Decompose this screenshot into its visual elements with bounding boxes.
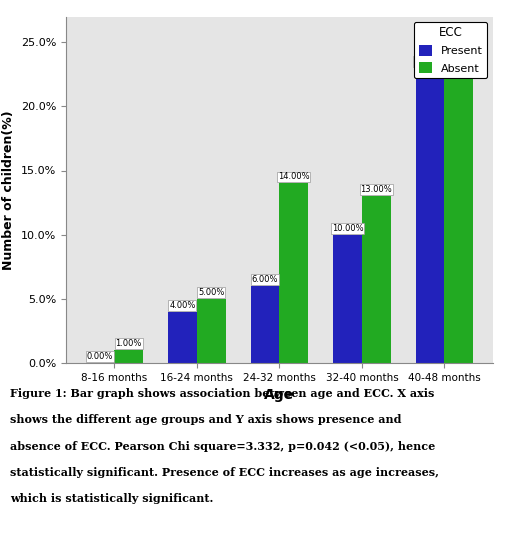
Bar (333, 235, 362, 363)
Bar (168, 312, 197, 363)
Text: 10.00%: 10.00% (332, 224, 363, 233)
Text: 4.00%: 4.00% (169, 301, 196, 310)
Bar (250, 286, 279, 363)
Bar (416, 68, 444, 363)
Text: 6.00%: 6.00% (251, 275, 278, 284)
X-axis label: Age: Age (264, 388, 295, 402)
Bar (197, 299, 226, 363)
Text: 0.00%: 0.00% (87, 352, 113, 361)
Text: 13.00%: 13.00% (361, 185, 392, 194)
Bar (114, 350, 143, 363)
Y-axis label: Number of children(%): Number of children(%) (3, 110, 15, 270)
Text: 14.00%: 14.00% (278, 172, 310, 182)
Text: 24.00%: 24.00% (443, 44, 475, 53)
Bar (279, 183, 308, 363)
Bar (444, 55, 473, 363)
Bar (362, 196, 391, 363)
Text: Figure 1: Bar graph shows association between age and ECC. X axis: Figure 1: Bar graph shows association be… (10, 388, 434, 399)
Text: which is statistically significant.: which is statistically significant. (10, 493, 213, 504)
Text: 23.00%: 23.00% (414, 57, 446, 66)
Text: 1.00%: 1.00% (116, 339, 142, 348)
Text: 5.00%: 5.00% (198, 288, 225, 297)
Legend: Present, Absent: Present, Absent (414, 22, 487, 78)
Text: statistically significant. Presence of ECC increases as age increases,: statistically significant. Presence of E… (10, 467, 439, 478)
Text: absence of ECC. Pearson Chi square=3.332, p=0.042 (<0.05), hence: absence of ECC. Pearson Chi square=3.332… (10, 441, 435, 452)
Text: shows the different age groups and Y axis shows presence and: shows the different age groups and Y axi… (10, 414, 402, 425)
